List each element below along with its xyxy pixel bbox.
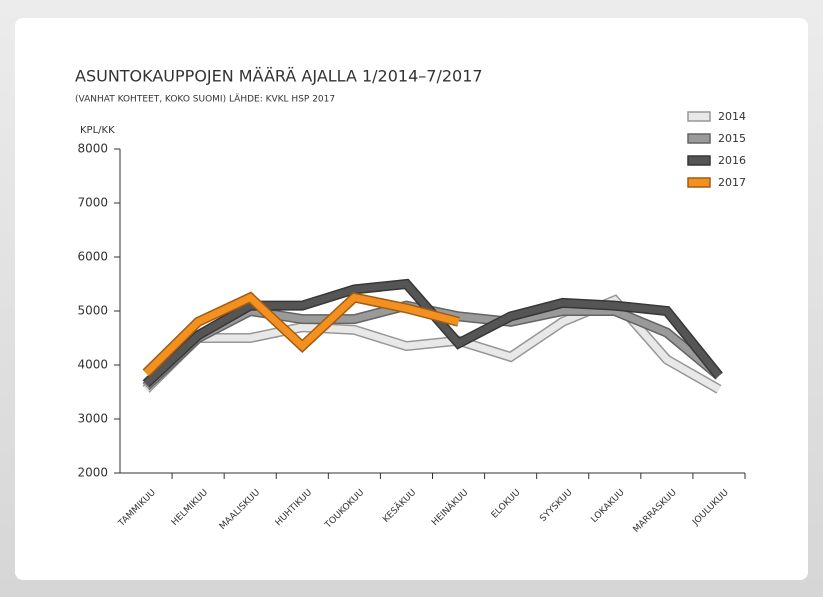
y-tick-label: 7000 — [77, 196, 108, 210]
legend-swatch — [687, 133, 711, 144]
y-tick-label: 8000 — [77, 142, 108, 156]
legend-swatch — [687, 111, 711, 122]
y-tick-label: 5000 — [77, 304, 108, 318]
series-line — [143, 293, 460, 376]
card — [15, 18, 808, 580]
legend-swatch — [687, 155, 711, 166]
y-tick-label: 3000 — [77, 412, 108, 426]
y-axis-label: KPL/KK — [80, 125, 115, 136]
y-tick-label: 4000 — [77, 358, 108, 372]
chart-title: ASUNTOKAUPPOJEN MÄÄRÄ AJALLA 1/2014–7/20… — [75, 67, 483, 86]
chart-subtitle: (VANHAT KOHTEET, KOKO SUOMI) LÄHDE: KVKL… — [75, 94, 335, 105]
y-tick-label: 6000 — [77, 250, 108, 264]
legend-label: 2017 — [718, 176, 746, 189]
legend-swatch — [687, 177, 711, 188]
legend-label: 2014 — [718, 110, 746, 123]
legend-label: 2015 — [718, 132, 746, 145]
y-tick-label: 2000 — [77, 466, 108, 480]
legend-label: 2016 — [718, 154, 746, 167]
